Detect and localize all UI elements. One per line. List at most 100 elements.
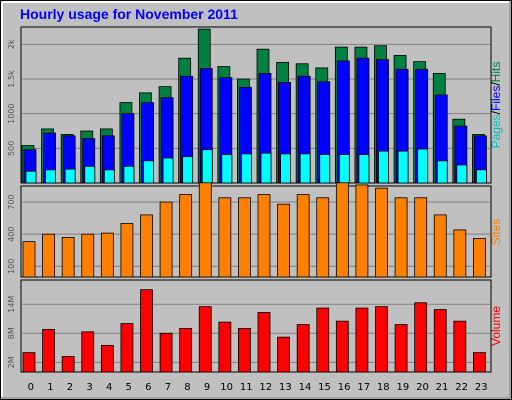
y-axis-label-1: Pages/Files/Hits — [489, 62, 503, 149]
bar-sites-22 — [453, 229, 467, 278]
x-tick-label: 16 — [338, 382, 351, 393]
x-tick-label: 19 — [397, 382, 410, 393]
y-axis-label-3: Volume — [489, 306, 503, 346]
bar-pages-7 — [162, 157, 174, 184]
bar-sites-4 — [100, 232, 114, 278]
bar-volume-16 — [335, 320, 349, 373]
bar-pages-9 — [201, 149, 213, 184]
bar-sites-2 — [61, 236, 75, 278]
bar-pages-2 — [64, 168, 76, 184]
bar-sites-18 — [375, 187, 388, 278]
bar-pages-13 — [280, 153, 291, 184]
bar-pages-15 — [319, 154, 331, 184]
x-tick-label: 20 — [416, 382, 429, 393]
bar-volume-7 — [159, 332, 173, 373]
x-tick-label: 15 — [318, 382, 331, 393]
x-tick-label: 22 — [455, 382, 468, 393]
y-tick-label: 500 — [7, 141, 16, 156]
bar-sites-14 — [296, 194, 310, 278]
bar-pages-23 — [476, 169, 487, 184]
bar-volume-18 — [375, 306, 388, 373]
bar-volume-4 — [100, 344, 114, 373]
bar-pages-22 — [456, 164, 468, 184]
bar-volume-2 — [61, 356, 75, 373]
bar-volume-0 — [22, 352, 36, 373]
y-tick-label: 2M — [7, 356, 16, 368]
bar-sites-19 — [394, 197, 408, 278]
x-tick-label: 7 — [165, 382, 171, 393]
y-tick-label: 14M — [7, 296, 16, 313]
bar-pages-10 — [221, 154, 233, 184]
bar-sites-8 — [179, 194, 193, 278]
y-tick-label: 100 — [7, 259, 16, 274]
bar-sites-1 — [42, 233, 55, 278]
x-tick-label: 8 — [184, 382, 190, 393]
bar-volume-19 — [394, 324, 408, 373]
bar-volume-14 — [296, 324, 310, 373]
bar-pages-8 — [182, 156, 194, 184]
bar-sites-11 — [238, 197, 251, 278]
bar-pages-12 — [260, 152, 272, 184]
bar-sites-5 — [120, 223, 134, 278]
bar-pages-16 — [338, 154, 350, 184]
x-tick-label: 14 — [299, 382, 312, 393]
chart-title: Hourly usage for November 2011 — [20, 6, 238, 22]
bar-volume-23 — [473, 352, 486, 373]
x-tick-label: 12 — [259, 382, 272, 393]
bar-volume-12 — [257, 312, 271, 373]
bar-pages-19 — [397, 150, 409, 184]
bar-pages-11 — [241, 153, 252, 184]
y-tick-label: 8M — [7, 327, 16, 339]
bar-sites-12 — [257, 194, 271, 278]
plot-area-2 — [20, 185, 492, 278]
plot-area-3 — [20, 279, 492, 373]
y-tick-label: 1000 — [7, 103, 16, 123]
y-axis-label-2: Sites — [489, 219, 503, 246]
bar-sites-16 — [335, 182, 349, 278]
x-tick-label: 0 — [28, 382, 34, 393]
panel-2: 100 400 700 Sites — [7, 182, 503, 278]
panel-1: 500 1000 1.5k 2k Pages/Files/Hits — [7, 26, 503, 184]
bar-volume-8 — [179, 328, 193, 373]
bar-sites-0 — [22, 241, 36, 278]
x-tick-label: 10 — [220, 382, 233, 393]
bar-sites-17 — [355, 184, 369, 278]
bar-volume-11 — [238, 328, 251, 373]
y-tick-label: 700 — [7, 194, 16, 209]
bar-volume-5 — [120, 323, 134, 373]
x-tick-label: 1 — [47, 382, 53, 393]
bar-volume-15 — [316, 307, 330, 373]
bar-pages-20 — [417, 148, 429, 184]
bar-sites-21 — [433, 214, 447, 278]
y-tick-label: 400 — [7, 227, 16, 242]
bar-pages-18 — [378, 150, 389, 184]
bar-sites-20 — [414, 197, 428, 278]
bar-volume-3 — [81, 331, 95, 373]
x-tick-label: 9 — [204, 382, 210, 393]
x-tick-label: 5 — [126, 382, 132, 393]
bar-pages-1 — [45, 169, 56, 184]
bar-pages-5 — [123, 165, 135, 184]
bar-sites-6 — [140, 214, 153, 278]
panel-3: 2M 8M 14M Volume — [7, 279, 503, 373]
bar-volume-17 — [355, 307, 369, 373]
bar-volume-9 — [198, 306, 212, 373]
y-tick-label: 2k — [7, 39, 16, 49]
bar-sites-7 — [159, 201, 173, 278]
bar-pages-4 — [103, 169, 115, 184]
bar-volume-10 — [218, 321, 232, 373]
bar-volume-13 — [277, 336, 290, 373]
bar-pages-6 — [143, 160, 154, 184]
bar-volume-1 — [42, 328, 55, 373]
x-tick-label: 2 — [67, 382, 73, 393]
bar-sites-13 — [277, 203, 290, 278]
bar-volume-6 — [140, 289, 153, 373]
bar-pages-17 — [358, 154, 370, 184]
bar-pages-21 — [436, 160, 448, 184]
x-tick-label: 6 — [145, 382, 151, 393]
x-tick-label: 17 — [357, 382, 370, 393]
x-tick-label: 21 — [436, 382, 449, 393]
plot-area-1 — [20, 26, 492, 184]
